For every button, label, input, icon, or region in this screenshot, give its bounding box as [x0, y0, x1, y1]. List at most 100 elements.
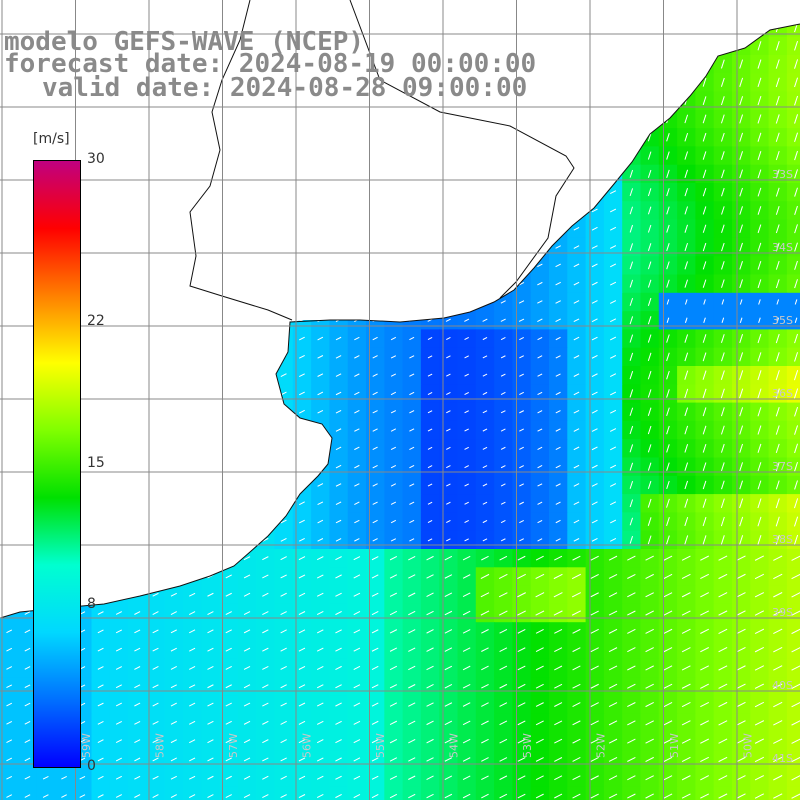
wind-vector-arrow — [554, 647, 563, 653]
wind-vector-arrow — [663, 628, 673, 634]
wind-vector-arrow — [262, 739, 269, 744]
wind-vector-arrow — [608, 738, 618, 744]
wind-vector-arrow — [554, 628, 563, 634]
wind-vector-arrow — [537, 263, 543, 268]
wind-vector-arrow — [462, 647, 471, 652]
wind-vector-arrow — [519, 483, 524, 487]
wind-vector-arrow — [627, 610, 636, 616]
wind-vector-arrow — [426, 684, 434, 689]
wind-vector-arrow — [666, 389, 670, 398]
wind-vector-arrow — [152, 647, 159, 652]
wind-vector-arrow — [316, 556, 324, 561]
wind-vector-arrow — [353, 665, 361, 670]
wind-vector-arrow — [115, 702, 122, 707]
wind-vector-arrow — [280, 592, 287, 597]
wind-vector-arrow — [721, 299, 725, 305]
wind-vector-arrow — [316, 629, 324, 634]
wind-vector-arrow — [757, 132, 762, 142]
wind-vector-arrow — [517, 629, 526, 634]
wind-vector-arrow — [24, 775, 31, 780]
wind-vector-arrow — [317, 501, 324, 506]
wind-vector-arrow — [354, 519, 360, 524]
colorbar-tick-label: 8 — [87, 596, 96, 613]
wind-vector-arrow — [758, 299, 761, 305]
wind-vector-arrow — [97, 702, 104, 707]
wind-vector-arrow — [663, 647, 673, 653]
wind-speed-cell — [786, 183, 800, 202]
wind-vector-arrow — [629, 243, 634, 251]
wind-vector-arrow — [702, 388, 707, 399]
wind-vector-arrow — [721, 279, 725, 288]
wind-vector-arrow — [739, 151, 744, 160]
wind-vector-arrow — [721, 169, 725, 179]
wind-vector-arrow — [647, 188, 652, 197]
wind-vector-arrow — [537, 318, 543, 322]
wind-vector-arrow — [517, 683, 526, 689]
wind-vector-arrow — [372, 336, 378, 341]
wind-vector-arrow — [535, 738, 544, 744]
wind-vector-arrow — [464, 428, 469, 432]
wind-vector-arrow — [446, 355, 451, 359]
wind-vector-arrow — [791, 756, 800, 763]
wind-vector-arrow — [721, 462, 725, 472]
wind-vector-arrow — [426, 665, 434, 671]
wind-vector-arrow — [280, 794, 287, 799]
coastline — [0, 0, 800, 619]
wind-vector-arrow — [627, 647, 636, 653]
wind-vector-arrow — [464, 355, 469, 359]
wind-vector-arrow — [225, 720, 232, 725]
wind-vector-arrow — [702, 242, 707, 252]
wind-vector-arrow — [720, 443, 725, 453]
wind-vector-arrow — [684, 535, 689, 545]
wind-vector-arrow — [629, 444, 634, 453]
wind-vector-arrow — [444, 665, 453, 671]
wind-vector-arrow — [555, 355, 561, 359]
wind-vector-arrow — [666, 188, 670, 197]
wind-vector-arrow — [262, 684, 269, 689]
wind-vector-arrow — [775, 480, 780, 490]
wind-vector-arrow — [645, 702, 654, 708]
wind-vector-arrow — [666, 133, 670, 142]
wind-vector-arrow — [500, 483, 506, 487]
wind-vector-arrow — [666, 334, 670, 343]
wind-vector-arrow — [791, 720, 800, 726]
wind-vector-arrow — [500, 318, 506, 322]
wind-vector-arrow — [353, 684, 361, 689]
wind-vector-arrow — [427, 483, 433, 487]
wind-vector-arrow — [335, 665, 342, 670]
wind-vector-arrow — [519, 446, 524, 450]
wind-vector-arrow — [481, 683, 489, 689]
wind-vector-arrow — [666, 151, 670, 160]
wind-vector-arrow — [335, 336, 342, 341]
wind-vector-arrow — [371, 556, 379, 561]
wind-vector-arrow — [718, 647, 728, 653]
wind-vector-arrow — [262, 665, 269, 670]
wind-vector-arrow — [335, 409, 342, 414]
latitude-label: 33S — [772, 168, 793, 181]
wind-vector-arrow — [739, 334, 744, 344]
wind-vector-arrow — [446, 373, 451, 377]
wind-vector-arrow — [280, 611, 287, 616]
wind-vector-arrow — [426, 775, 434, 780]
wind-vector-arrow — [736, 720, 746, 726]
wind-vector-arrow — [684, 188, 689, 197]
wind-vector-arrow — [24, 702, 31, 707]
wind-vector-arrow — [663, 775, 673, 781]
wind-vector-arrow — [647, 261, 652, 270]
wind-vector-arrow — [6, 629, 13, 634]
wind-vector-arrow — [517, 647, 526, 652]
wind-vector-arrow — [353, 775, 361, 780]
wind-vector-arrow — [298, 391, 305, 396]
wind-vector-arrow — [757, 462, 762, 472]
latitude-label: 40S — [772, 679, 793, 692]
wind-vector-arrow — [629, 425, 634, 435]
wind-vector-arrow — [499, 647, 508, 652]
wind-vector-arrow — [757, 407, 762, 417]
wind-vector-arrow — [720, 535, 725, 545]
wind-vector-arrow — [591, 428, 598, 432]
wind-vector-arrow — [757, 388, 762, 399]
wind-vector-arrow — [700, 775, 709, 781]
wind-vector-arrow — [372, 501, 378, 505]
wind-vector-arrow — [335, 373, 342, 377]
wind-vector-arrow — [702, 480, 707, 490]
